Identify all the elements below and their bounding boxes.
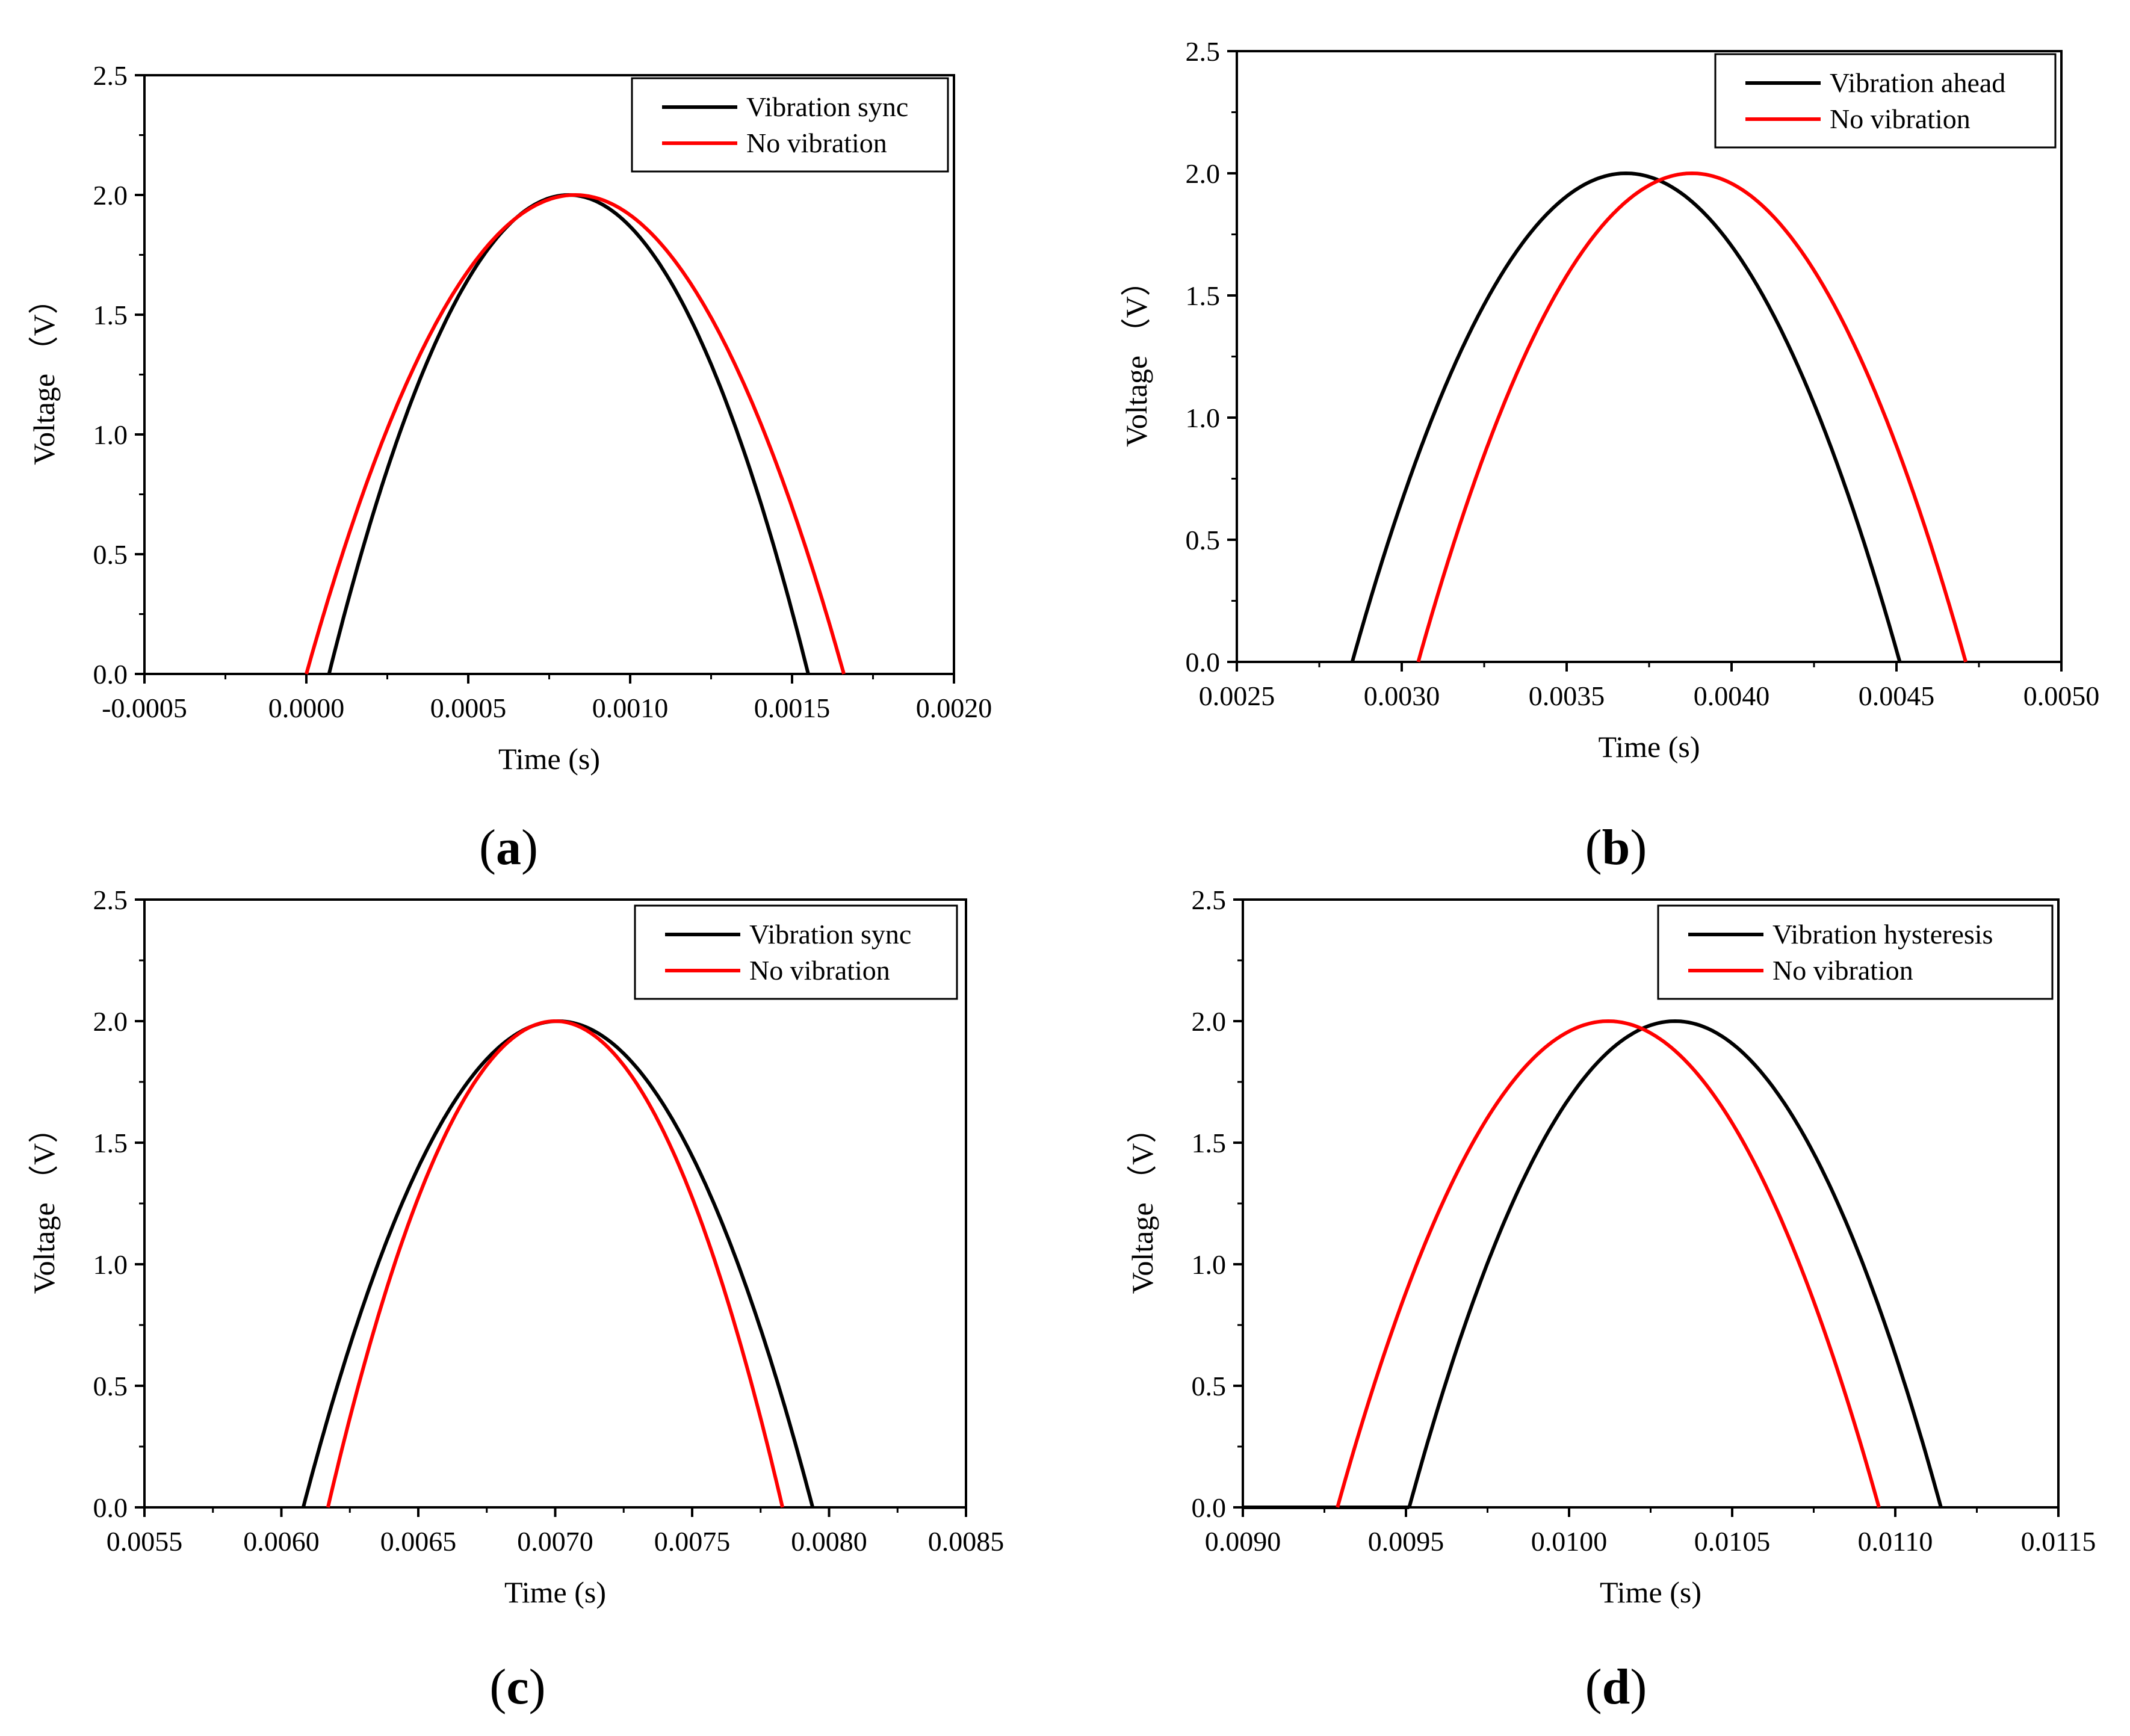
x-tick-label: 0.0020 — [916, 693, 992, 723]
series-line-0 — [301, 1019, 815, 1508]
legend-box — [1657, 904, 2054, 1000]
x-tick-label: 0.0035 — [1529, 681, 1605, 711]
y-tick-label: 0.0 — [93, 1492, 128, 1523]
chart-panel-c: 0.0055 0.0060 0.0065 0.0070 0.0075 0.0080 0.00… — [27, 885, 1004, 1609]
y-tick-label: 0.0 — [1186, 647, 1221, 678]
legend-label-1: No vibration — [749, 955, 890, 986]
x-tick-label: 0.0000 — [268, 693, 345, 723]
x-tick-label: 0.0045 — [1859, 681, 1935, 711]
y-tick-label: 1.0 — [1186, 403, 1221, 433]
x-tick-label: 0.0010 — [592, 693, 669, 723]
x-tick-label: 0.0090 — [1205, 1526, 1281, 1557]
x-tick-label: 0.0080 — [791, 1526, 867, 1557]
x-tick-label: 0.0105 — [1694, 1526, 1771, 1557]
panel-caption-b: (b) — [1585, 820, 1647, 876]
series-line-0 — [1350, 171, 1902, 663]
panel-caption-c: (c) — [489, 1659, 546, 1715]
x-tick-label: 0.0025 — [1199, 681, 1275, 711]
legend-label-1: No vibration — [1772, 955, 1913, 986]
y-tick-label: 2.0 — [1186, 158, 1221, 189]
x-tick-label: 0.0075 — [654, 1526, 731, 1557]
x-tick-label: -0.0005 — [102, 693, 187, 723]
legend-label-1: No vibration — [1830, 103, 1971, 134]
y-tick-label: 1.5 — [1192, 1128, 1227, 1158]
chart-panel-d: 0.0090 0.0095 0.0100 0.0105 0.0110 0.0115 0.0 0… — [1125, 885, 2096, 1609]
y-tick-label: 0.0 — [1192, 1492, 1227, 1523]
series-line-0 — [327, 193, 810, 675]
y-axis-label: Voltage （V） — [1119, 266, 1153, 446]
y-tick-label: 1.5 — [1186, 280, 1221, 311]
y-tick-label: 0.5 — [93, 539, 128, 570]
y-tick-label: 1.5 — [93, 1128, 128, 1158]
y-tick-label: 0.5 — [1192, 1371, 1227, 1401]
y-tick-label: 2.5 — [93, 60, 128, 91]
series-line-1 — [326, 1019, 785, 1508]
x-tick-label: 0.0095 — [1368, 1526, 1444, 1557]
series-line-1 — [1416, 171, 1967, 663]
series-line-1 — [1336, 1019, 1881, 1508]
legend-box — [631, 77, 949, 173]
y-tick-label: 2.0 — [93, 1006, 128, 1037]
legend-label-0: Vibration sync — [749, 919, 911, 950]
legend-label-1: No vibration — [746, 128, 887, 158]
y-tick-label: 2.0 — [1192, 1006, 1227, 1037]
y-tick-label: 1.0 — [93, 419, 128, 450]
x-tick-label: 0.0030 — [1364, 681, 1440, 711]
series-line-0 — [1407, 1019, 1943, 1508]
legend-box — [634, 904, 958, 1000]
x-tick-label: 0.0110 — [1858, 1526, 1933, 1557]
y-tick-label: 2.5 — [1192, 885, 1227, 915]
x-tick-label: 0.0065 — [380, 1526, 457, 1557]
y-tick-label: 0.5 — [1186, 525, 1221, 555]
chart-panel-a: -0.0005 0.0000 0.0005 0.0010 0.0015 0.0020 0.0… — [27, 60, 992, 776]
x-tick-label: 0.0005 — [430, 693, 507, 723]
y-tick-label: 2.0 — [93, 180, 128, 211]
legend-box — [1714, 53, 2057, 149]
x-axis-label: Time (s) — [504, 1575, 606, 1609]
y-axis-label: Voltage （V） — [1125, 1113, 1159, 1294]
y-tick-label: 0.0 — [93, 659, 128, 690]
x-tick-label: 0.0085 — [928, 1526, 1005, 1557]
x-tick-label: 0.0040 — [1694, 681, 1770, 711]
y-tick-label: 1.0 — [93, 1249, 128, 1280]
x-tick-label: 0.0070 — [517, 1526, 593, 1557]
y-tick-label: 1.0 — [1192, 1249, 1227, 1280]
x-axis-label: Time (s) — [1600, 1575, 1701, 1609]
x-tick-label: 0.0100 — [1531, 1526, 1608, 1557]
y-axis-label: Voltage （V） — [27, 1113, 61, 1294]
x-axis-label: Time (s) — [498, 742, 600, 776]
panel-caption-a: (a) — [479, 820, 538, 876]
x-tick-label: 0.0015 — [754, 693, 831, 723]
y-tick-label: 2.5 — [1186, 36, 1221, 67]
x-tick-label: 0.0115 — [2021, 1526, 2096, 1557]
panel-caption-d: (d) — [1585, 1659, 1647, 1715]
chart-panel-b: 0.0025 0.0030 0.0035 0.0040 0.0045 0.0050 0.0 0… — [1119, 36, 2099, 764]
x-axis-label: Time (s) — [1598, 730, 1700, 764]
x-tick-label: 0.0060 — [243, 1526, 320, 1557]
x-tick-label: 0.0055 — [107, 1526, 183, 1557]
y-axis-label: Voltage （V） — [27, 284, 61, 465]
series-line-1 — [305, 193, 846, 675]
y-tick-label: 1.5 — [93, 300, 128, 330]
y-tick-label: 2.5 — [93, 885, 128, 915]
x-tick-label: 0.0050 — [2023, 681, 2100, 711]
legend-label-0: Vibration ahead — [1830, 67, 2005, 98]
legend-label-0: Vibration hysteresis — [1772, 919, 1993, 950]
y-tick-label: 0.5 — [93, 1371, 128, 1401]
legend-label-0: Vibration sync — [746, 91, 908, 122]
